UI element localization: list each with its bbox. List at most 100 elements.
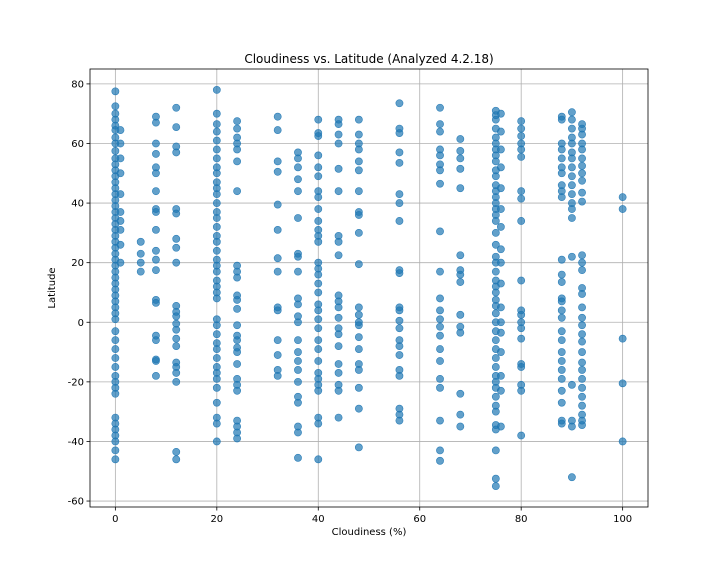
data-point — [111, 327, 120, 336]
data-point — [395, 306, 404, 315]
data-point — [152, 225, 160, 234]
data-point — [354, 321, 363, 330]
data-point — [294, 163, 302, 172]
data-point — [111, 102, 120, 111]
data-point — [233, 434, 242, 443]
data-point — [116, 139, 125, 148]
data-point — [578, 374, 586, 383]
data-point — [212, 136, 221, 145]
data-point — [395, 316, 404, 325]
data-point — [294, 252, 302, 261]
y-tick-label: -20 — [68, 377, 84, 388]
data-point — [456, 184, 465, 193]
data-point — [456, 310, 465, 319]
data-point — [152, 298, 160, 307]
data-point — [568, 205, 576, 213]
y-tick-label: -40 — [68, 437, 84, 448]
data-point — [334, 164, 343, 173]
data-point — [491, 407, 500, 416]
data-point — [334, 237, 343, 246]
data-point — [212, 398, 221, 407]
data-point — [314, 357, 323, 365]
data-point — [578, 321, 586, 330]
x-tick-label: 80 — [515, 514, 528, 525]
data-point — [111, 336, 120, 345]
data-point — [395, 324, 404, 333]
data-point — [491, 336, 500, 345]
data-point — [496, 303, 505, 312]
data-point — [618, 379, 627, 388]
data-point — [568, 422, 576, 431]
data-point — [557, 297, 566, 306]
data-point — [354, 187, 363, 196]
data-point — [152, 139, 160, 148]
data-point — [436, 446, 444, 455]
data-point — [578, 258, 586, 267]
data-point — [294, 318, 302, 327]
data-point — [294, 336, 302, 345]
data-point — [557, 154, 566, 163]
data-point — [334, 139, 343, 148]
data-point — [496, 371, 505, 380]
data-point — [395, 99, 404, 108]
data-point — [496, 127, 505, 136]
data-point — [116, 126, 125, 134]
data-point — [294, 175, 302, 184]
data-point — [395, 371, 404, 380]
data-point — [436, 374, 444, 383]
data-point — [578, 290, 586, 298]
data-point — [568, 124, 576, 133]
data-point — [578, 154, 586, 163]
data-point — [273, 157, 282, 166]
data-point — [436, 127, 444, 136]
data-point — [334, 342, 343, 351]
data-point — [233, 348, 242, 356]
data-point — [233, 157, 242, 166]
data-point — [314, 306, 323, 315]
data-point — [496, 205, 505, 213]
data-point — [557, 366, 566, 374]
x-axis-label: Cloudiness (%) — [332, 527, 407, 538]
plot-area-frame — [89, 68, 649, 508]
data-point — [395, 199, 404, 207]
data-point — [496, 386, 505, 395]
data-point — [568, 108, 576, 117]
data-point — [152, 246, 160, 255]
data-point — [172, 325, 181, 334]
y-axis-label: Latitude — [47, 267, 58, 308]
data-point — [314, 132, 323, 140]
data-point — [491, 446, 500, 455]
data-point — [517, 132, 526, 140]
data-point — [273, 126, 282, 134]
data-point — [152, 187, 160, 196]
data-point — [568, 115, 576, 124]
data-point — [294, 428, 302, 437]
data-point — [354, 383, 363, 392]
data-point — [496, 348, 505, 356]
data-point — [578, 337, 586, 346]
data-point — [491, 172, 500, 181]
data-point — [136, 249, 145, 258]
data-point — [491, 240, 500, 249]
data-point — [334, 369, 343, 377]
data-point — [456, 422, 465, 431]
data-point — [578, 313, 586, 322]
data-point — [273, 225, 282, 234]
data-point — [618, 205, 627, 213]
data-point — [334, 251, 343, 260]
data-point — [491, 115, 500, 124]
data-point — [517, 310, 526, 319]
data-point — [491, 482, 500, 491]
data-point — [212, 437, 221, 446]
data-point — [212, 190, 221, 199]
data-point — [172, 103, 181, 112]
data-point — [273, 200, 282, 209]
data-point — [152, 255, 160, 264]
data-point — [172, 342, 181, 351]
data-point — [491, 217, 500, 225]
data-point — [557, 386, 566, 395]
data-point — [334, 120, 343, 129]
data-point — [273, 371, 282, 380]
data-point — [152, 357, 160, 365]
data-point — [314, 279, 323, 288]
